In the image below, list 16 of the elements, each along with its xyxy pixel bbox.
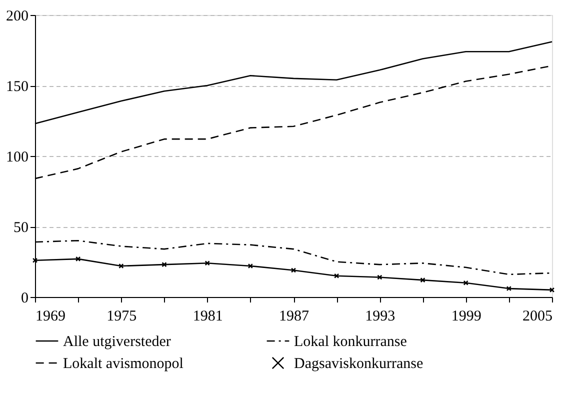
legend-label: Lokal konkurranse: [294, 334, 408, 350]
legend-label: Dagsaviskonkurranse: [294, 356, 424, 372]
x-tick-label: 1981: [192, 308, 223, 324]
y-tick-label: 0: [21, 290, 28, 306]
y-tick-label: 200: [6, 8, 28, 24]
x-tick-label: 1999: [451, 308, 482, 324]
x-tick-label: 1969: [36, 308, 66, 324]
x-tick-label: 1993: [365, 308, 396, 324]
legend-label: Lokalt avismonopol: [63, 356, 184, 372]
y-tick-label: 150: [6, 79, 28, 95]
legend-label: Alle utgiversteder: [63, 334, 171, 350]
x-tick-label: 1987: [279, 308, 310, 324]
y-tick-label: 50: [14, 220, 28, 236]
y-tick-label: 100: [6, 150, 28, 166]
x-tick-label: 1975: [106, 308, 137, 324]
x-tick-label: 2005: [522, 308, 552, 324]
